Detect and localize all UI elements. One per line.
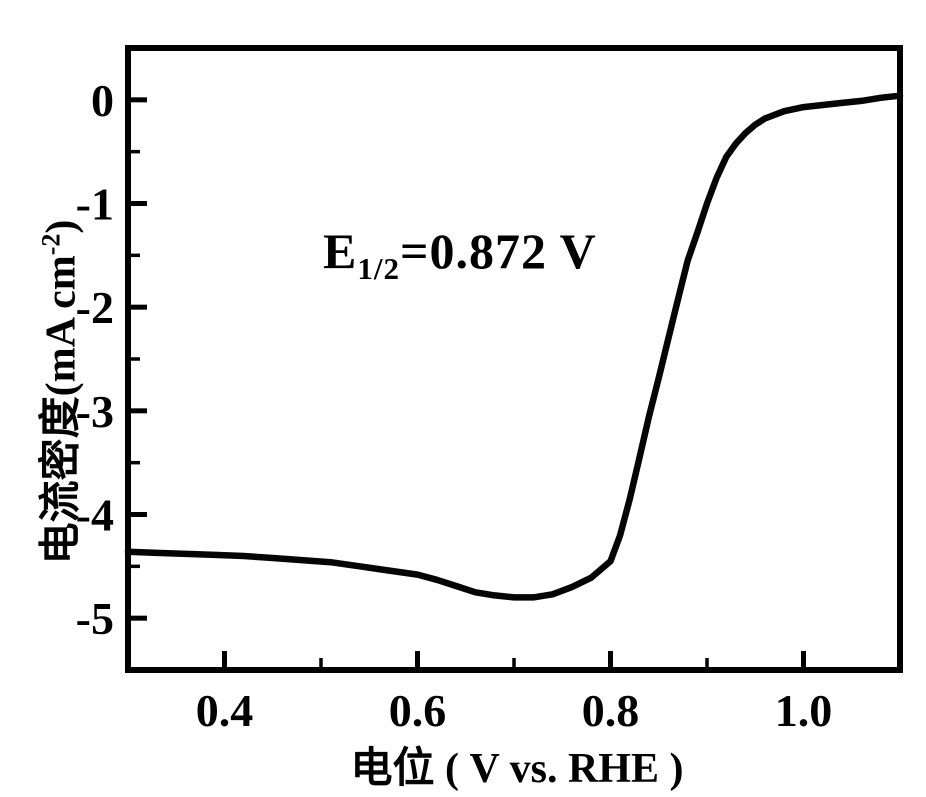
y-tick-label: 0 xyxy=(91,75,114,126)
x-tick-label: 1.0 xyxy=(775,685,833,736)
y-axis-label: 电流密度(mA cm-2) xyxy=(27,220,88,565)
half-wave-annotation: E1/2=0.872 V xyxy=(323,222,597,284)
data-curve xyxy=(124,92,904,601)
x-tick-label: 0.8 xyxy=(582,685,640,736)
y-axis-label-close: ) xyxy=(38,219,85,234)
annotation-base: E xyxy=(323,223,358,279)
y-tick-label: -5 xyxy=(76,593,114,644)
x-tick-label: 0.4 xyxy=(196,685,254,736)
y-axis-label-text: 电流密度(mA cm xyxy=(38,255,85,565)
y-axis-label-superscript: -2 xyxy=(36,233,66,256)
y-tick-label: -4 xyxy=(76,490,114,541)
y-tick-label: -3 xyxy=(76,386,114,437)
x-axis-label: 电位 ( V vs. RHE ) xyxy=(350,746,684,792)
plot-border xyxy=(125,45,903,673)
annotation-subscript: 1/2 xyxy=(357,251,400,286)
x-tick-label: 0.6 xyxy=(389,685,447,736)
y-tick-label: -1 xyxy=(76,179,114,230)
annotation-value: =0.872 V xyxy=(399,223,597,279)
y-tick-label: -2 xyxy=(76,282,114,333)
